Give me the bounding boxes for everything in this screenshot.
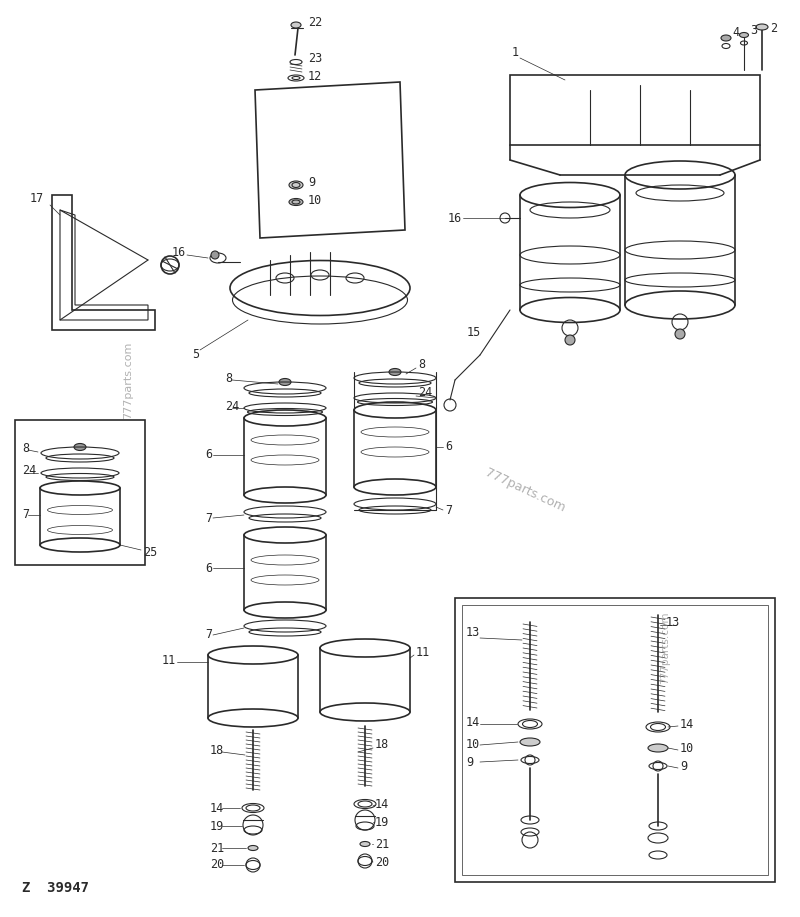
Text: 6: 6 xyxy=(205,561,212,574)
Text: 777parts.com: 777parts.com xyxy=(660,612,670,684)
Text: 7: 7 xyxy=(22,509,29,522)
Text: 10: 10 xyxy=(308,193,322,206)
Text: 14: 14 xyxy=(466,715,480,728)
Text: 15: 15 xyxy=(467,326,482,338)
Text: 16: 16 xyxy=(172,247,186,260)
Text: 10: 10 xyxy=(466,738,480,752)
Text: 17: 17 xyxy=(30,192,44,204)
Text: Z  39947: Z 39947 xyxy=(22,881,89,895)
Text: 18: 18 xyxy=(210,744,224,757)
Text: 7: 7 xyxy=(205,512,212,525)
Ellipse shape xyxy=(279,379,291,385)
Text: 21: 21 xyxy=(210,842,224,855)
Text: 777parts.com: 777parts.com xyxy=(123,341,133,419)
Text: 14: 14 xyxy=(680,717,694,731)
Ellipse shape xyxy=(739,32,749,38)
Text: 10: 10 xyxy=(680,742,694,755)
Text: 22: 22 xyxy=(308,16,322,28)
Ellipse shape xyxy=(721,35,731,41)
Text: 7: 7 xyxy=(445,503,452,516)
Text: 13: 13 xyxy=(666,615,680,628)
Text: 18: 18 xyxy=(375,738,390,752)
Text: 9: 9 xyxy=(466,756,473,768)
Circle shape xyxy=(565,335,575,345)
Text: 23: 23 xyxy=(308,51,322,64)
Text: 19: 19 xyxy=(375,815,390,828)
Text: 21: 21 xyxy=(375,837,390,850)
Text: 14: 14 xyxy=(375,798,390,811)
Text: 5: 5 xyxy=(192,348,199,361)
Ellipse shape xyxy=(289,181,303,189)
Ellipse shape xyxy=(756,24,768,30)
Text: 13: 13 xyxy=(466,625,480,638)
Text: 8: 8 xyxy=(22,441,29,455)
Text: 777parts.com: 777parts.com xyxy=(483,466,567,514)
Text: 9: 9 xyxy=(308,176,315,190)
Ellipse shape xyxy=(248,845,258,850)
Text: 11: 11 xyxy=(416,646,430,658)
Text: 7: 7 xyxy=(205,628,212,642)
Ellipse shape xyxy=(520,738,540,746)
Text: 8: 8 xyxy=(418,359,425,371)
Text: 14: 14 xyxy=(210,801,224,814)
Text: 11: 11 xyxy=(162,654,176,667)
Circle shape xyxy=(211,251,219,259)
Ellipse shape xyxy=(389,369,401,375)
Text: 12: 12 xyxy=(308,70,322,83)
Ellipse shape xyxy=(74,444,86,450)
Ellipse shape xyxy=(360,842,370,846)
Text: 16: 16 xyxy=(448,212,462,225)
Text: 24: 24 xyxy=(225,400,239,413)
Ellipse shape xyxy=(648,744,668,752)
Text: 24: 24 xyxy=(22,465,36,478)
Ellipse shape xyxy=(291,22,301,28)
Text: 4: 4 xyxy=(732,27,739,39)
Text: 8: 8 xyxy=(225,371,232,384)
Text: 9: 9 xyxy=(680,759,687,772)
Text: 6: 6 xyxy=(445,440,452,454)
Ellipse shape xyxy=(289,198,303,205)
Text: 3: 3 xyxy=(750,24,757,37)
Text: 2: 2 xyxy=(770,21,777,35)
Circle shape xyxy=(675,329,685,339)
Text: 19: 19 xyxy=(210,820,224,833)
Text: 6: 6 xyxy=(205,448,212,461)
Bar xyxy=(15,420,145,565)
Text: 20: 20 xyxy=(375,856,390,868)
Text: 25: 25 xyxy=(143,546,158,558)
Text: 24: 24 xyxy=(418,386,432,400)
Text: 1: 1 xyxy=(512,46,519,59)
Text: 20: 20 xyxy=(210,858,224,871)
